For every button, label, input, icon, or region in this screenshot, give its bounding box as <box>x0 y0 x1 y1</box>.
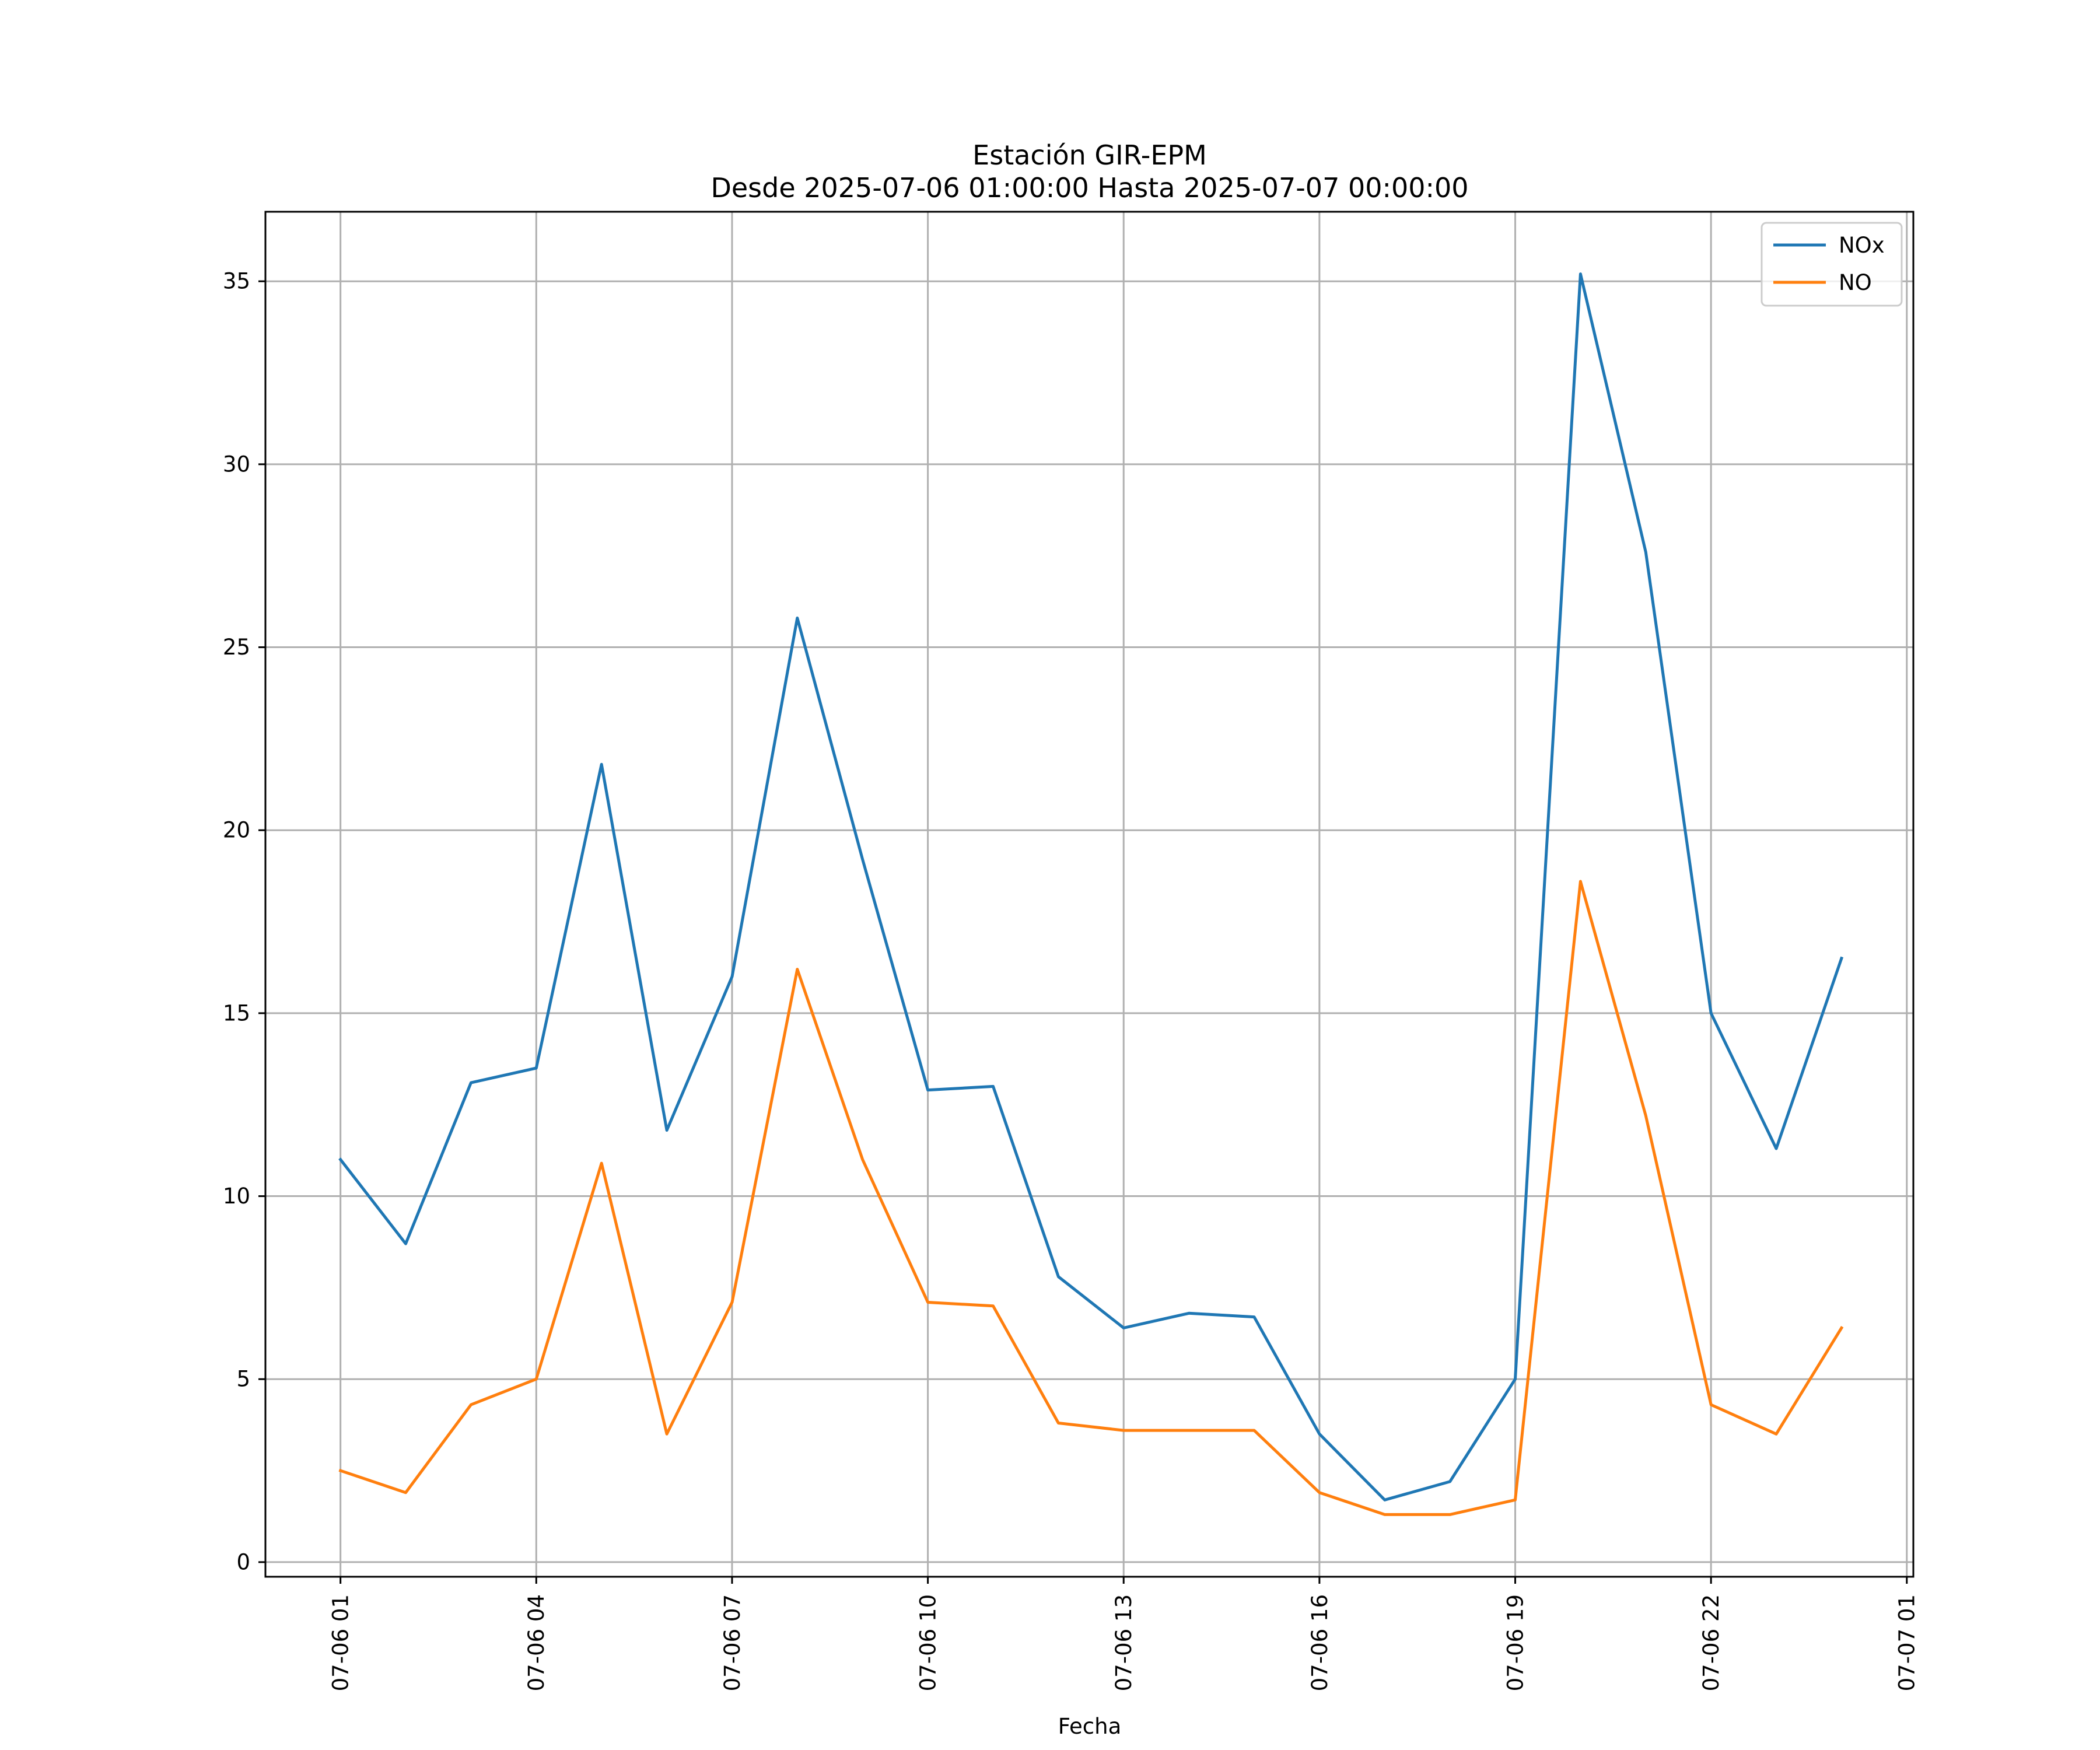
y-tick-label: 30 <box>223 452 250 477</box>
x-tick-label: 07-06 10 <box>916 1594 941 1691</box>
y-tick-label: 35 <box>223 269 250 294</box>
x-tick-label: 07-07 01 <box>1895 1594 1920 1691</box>
y-tick-label: 15 <box>223 1000 250 1026</box>
x-tick-label: 07-06 04 <box>524 1594 549 1691</box>
grid <box>265 212 1913 1577</box>
y-axis-ticks: 0 5 10 15 20 25 30 35 <box>223 269 265 1574</box>
y-tick-label: 25 <box>223 635 250 660</box>
x-tick-label: 07-06 16 <box>1307 1594 1332 1691</box>
x-tick-label: 07-06 13 <box>1111 1594 1136 1691</box>
series-lines <box>338 272 1844 1516</box>
legend-label-nox: NOx <box>1839 233 1885 258</box>
y-tick-label: 10 <box>223 1184 250 1209</box>
plot-area-frame <box>264 211 1915 1578</box>
legend: NOx NO <box>1760 222 1903 307</box>
legend-label-no: NO <box>1839 270 1872 295</box>
x-tick-label: 07-06 01 <box>328 1594 354 1691</box>
x-tick-label: 07-06 19 <box>1503 1594 1528 1691</box>
x-axis-ticks: 07-06 01 07-06 04 07-06 07 07-06 10 07-06 13… <box>328 1577 1920 1691</box>
y-tick-label: 20 <box>223 818 250 843</box>
series-line-nox <box>338 272 1844 1502</box>
chart-subtitle: Desde 2025-07-06 01:00:00 Hasta 2025-07-… <box>710 172 1468 204</box>
series-line-no <box>338 880 1844 1516</box>
y-tick-label: 0 <box>236 1549 250 1574</box>
chart-title: Estación GIR-EPM <box>972 139 1207 171</box>
x-axis-label: Fecha <box>1058 1714 1122 1739</box>
x-tick-label: 07-06 22 <box>1699 1594 1724 1691</box>
y-tick-label: 5 <box>236 1367 250 1392</box>
x-tick-label: 07-06 07 <box>720 1594 745 1691</box>
